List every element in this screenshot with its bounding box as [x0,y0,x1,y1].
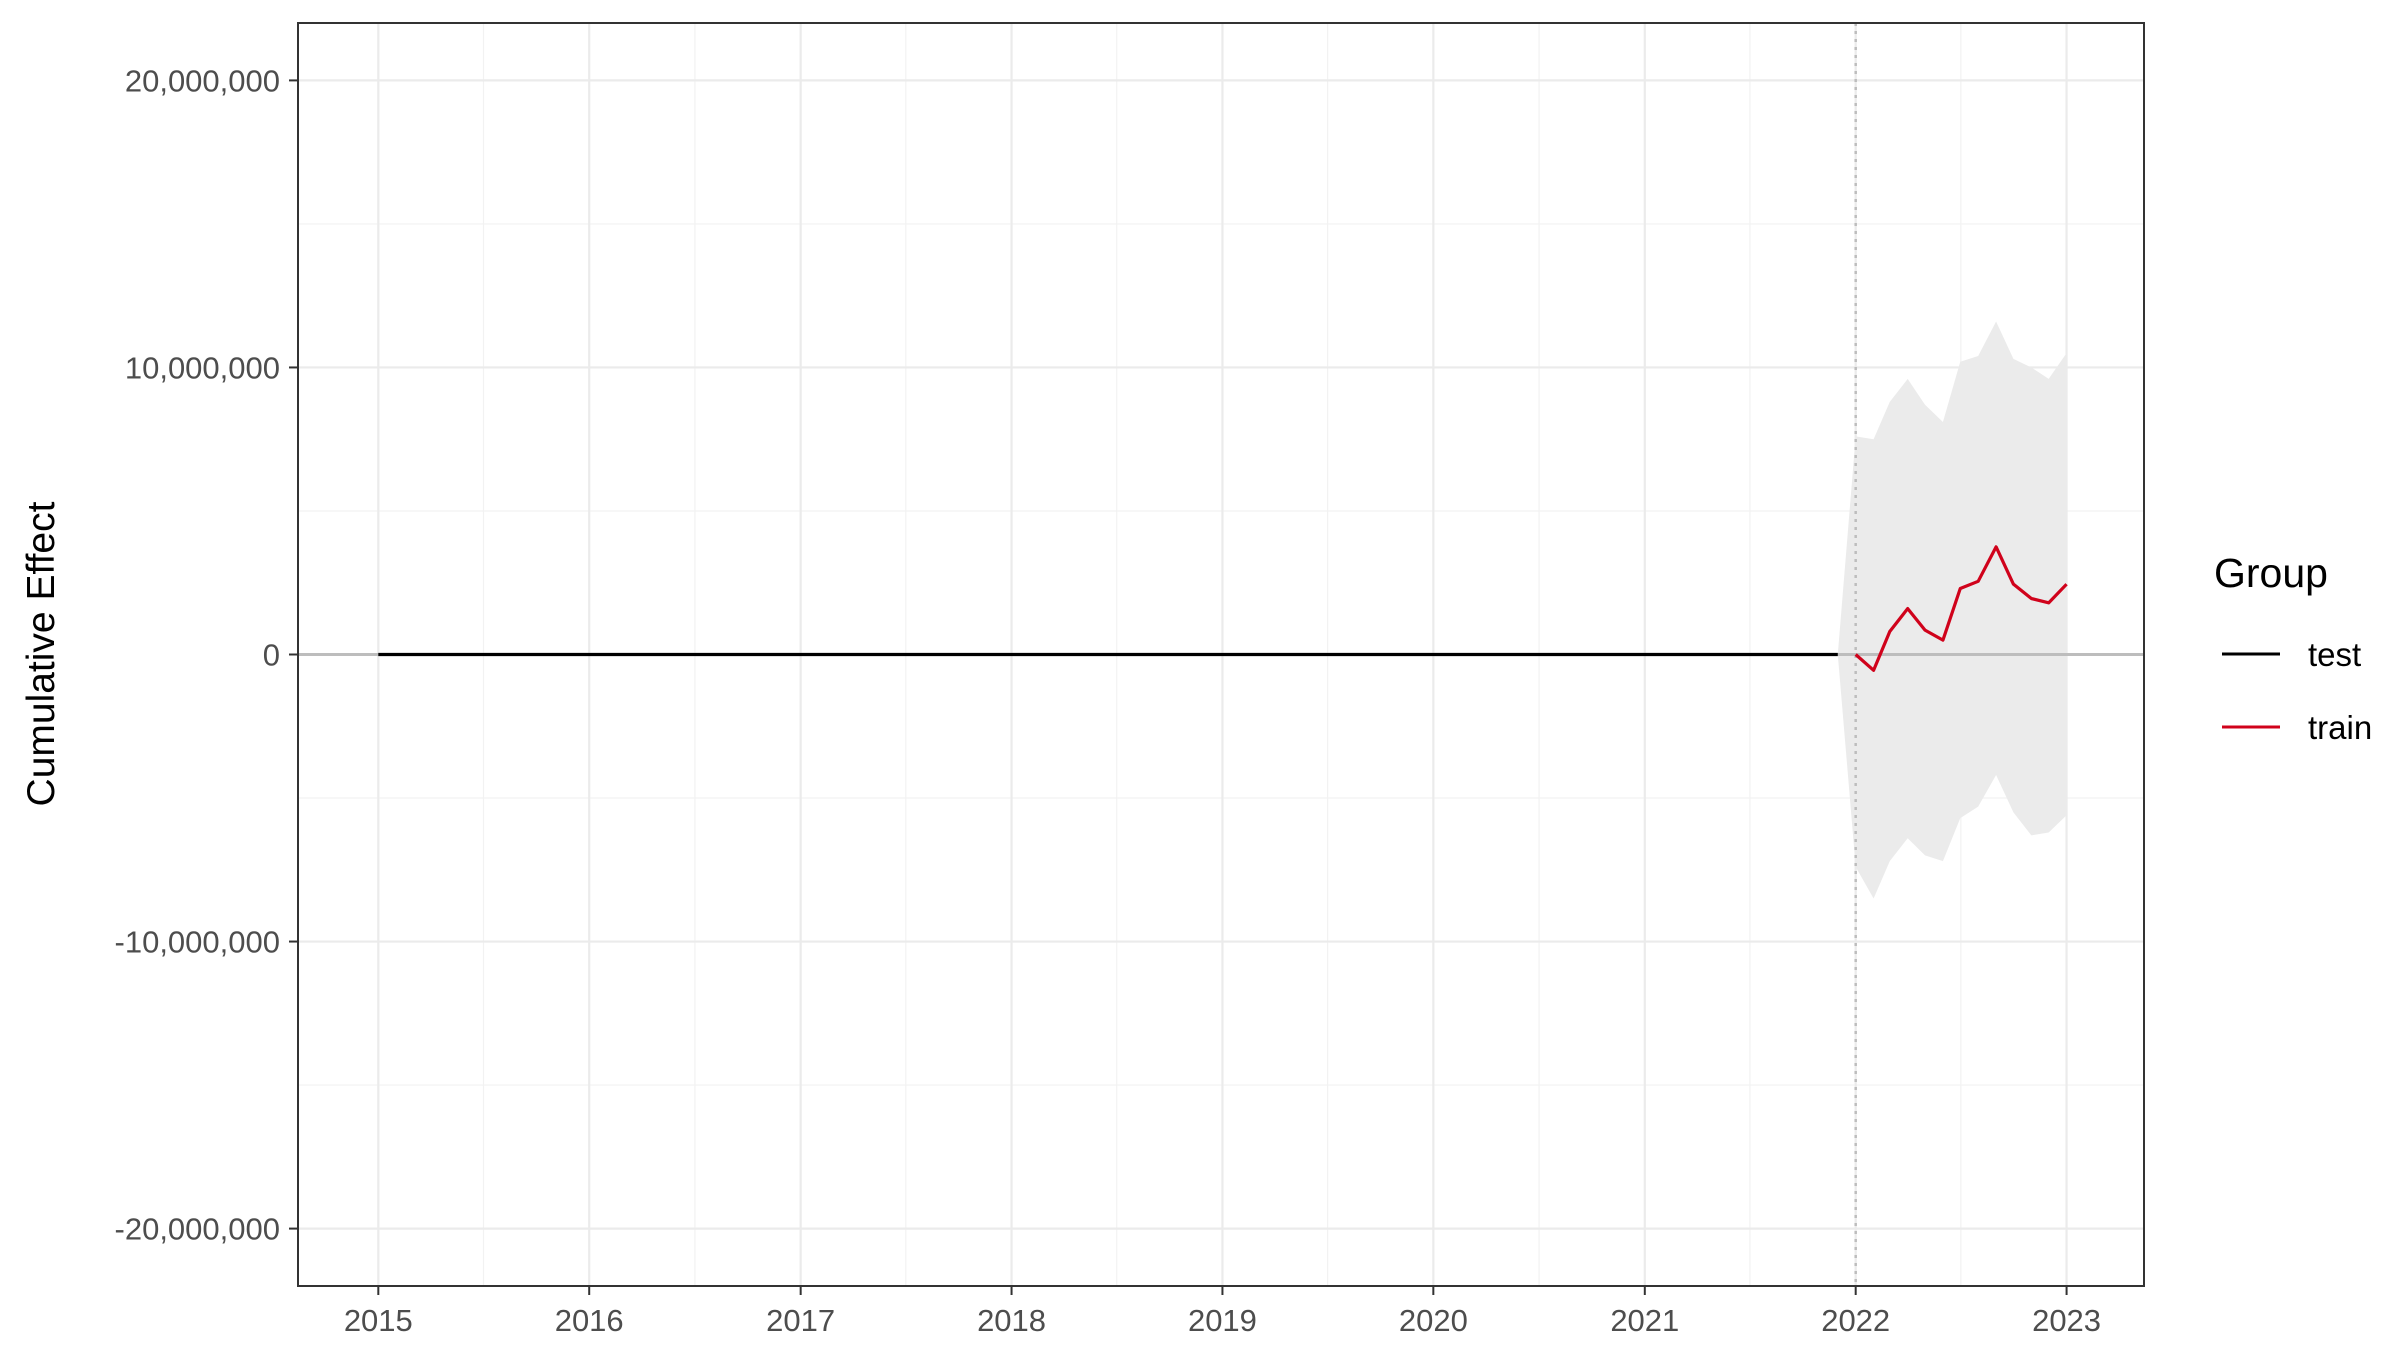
x-tick-label: 2016 [555,1303,624,1338]
y-tick-label: -20,000,000 [115,1212,280,1247]
x-tick-label: 2021 [1610,1303,1679,1338]
legend-label-test: test [2308,636,2361,673]
x-tick-label: 2023 [2032,1303,2101,1338]
x-tick-label: 2022 [1821,1303,1890,1338]
axis-ticks [289,79,2068,1295]
y-tick-label: 0 [263,638,280,673]
y-axis-title: Cumulative Effect [20,501,63,806]
legend-title: Group [2214,550,2328,596]
x-tick-label: 2018 [977,1303,1046,1338]
legend-label-train: train [2308,709,2372,746]
legend: Group test train [2214,550,2372,746]
x-tick-label: 2017 [766,1303,835,1338]
series-line-train [1854,545,2068,672]
x-tick-label: 2020 [1399,1303,1468,1338]
x-tick-label: 2015 [344,1303,413,1338]
y-tick-label: -10,000,000 [115,925,280,960]
axis-labels: 2015 2016 2017 2018 2019 2020 2021 2022 2023 -20,… [115,63,2102,1338]
y-tick-label: 10,000,000 [125,350,280,385]
x-tick-label: 2019 [1188,1303,1257,1338]
series-layer [378,545,2068,672]
y-tick-label: 20,000,000 [125,63,280,98]
